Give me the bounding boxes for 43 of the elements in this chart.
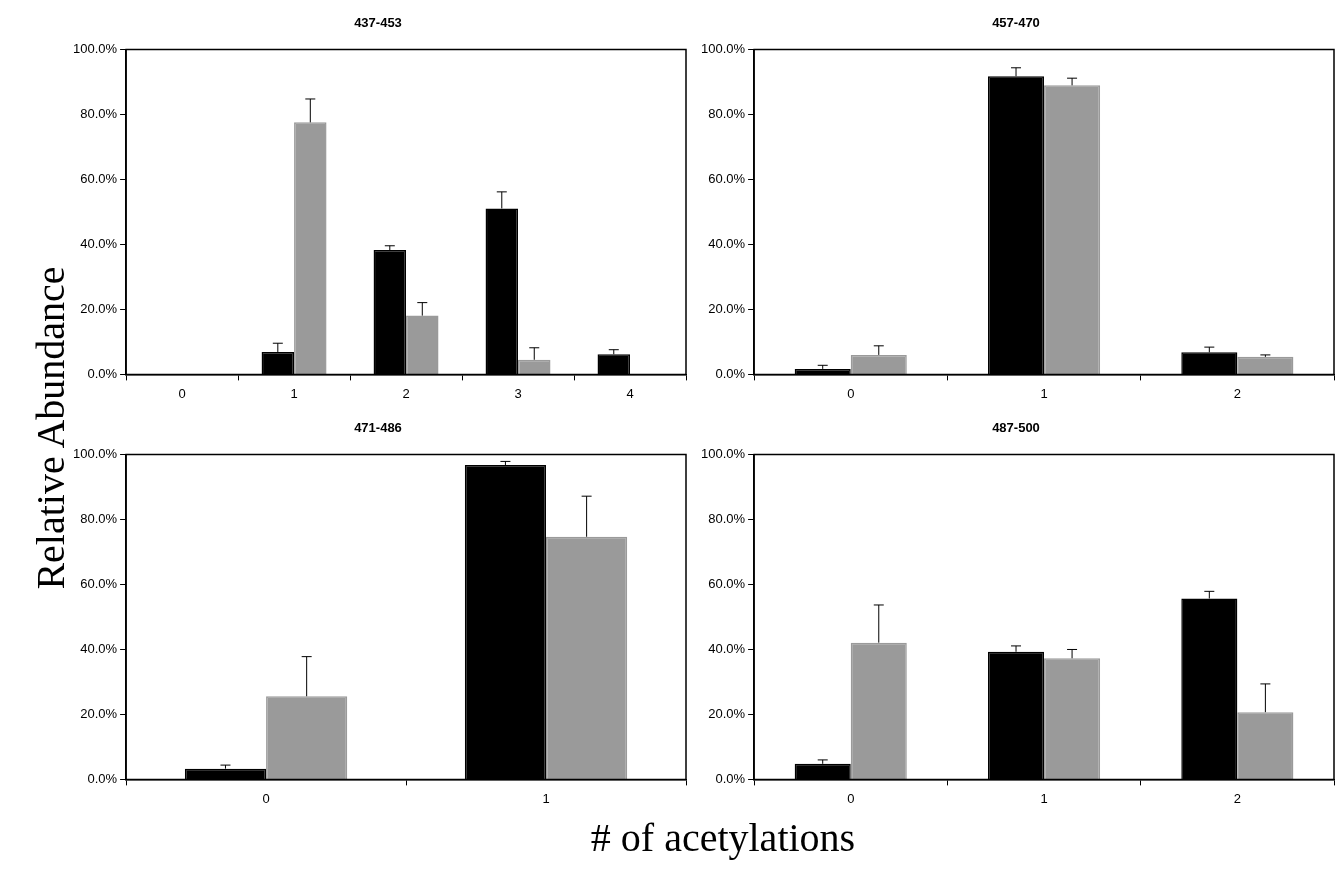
x-tick-label: 2 [402, 385, 410, 401]
y-tick-label: 20.0% [708, 706, 746, 722]
y-tick-label: 100.0% [701, 446, 746, 462]
y-tick-label: 0.0% [87, 770, 118, 786]
y-tick-label: 0.0% [715, 365, 746, 381]
chart-title: 457-470 [992, 15, 1040, 31]
y-tick-label: 100.0% [701, 41, 746, 57]
x-tick-label: 4 [626, 385, 634, 401]
y-tick-label: 80.0% [708, 106, 746, 122]
x-tick-label: 3 [514, 385, 522, 401]
y-tick-label: 40.0% [708, 236, 746, 252]
chart-title: 487-500 [992, 420, 1040, 436]
y-tick-label: 60.0% [80, 576, 118, 592]
y-axis-title: Relative Abundance [26, 266, 74, 590]
x-tick-label: 0 [847, 385, 855, 401]
y-tick-label: 80.0% [708, 511, 746, 527]
y-tick-label: 60.0% [80, 171, 118, 187]
x-tick-label: 1 [1040, 790, 1048, 806]
y-tick-label: 20.0% [708, 301, 746, 317]
x-axis-title: # of acetylations [589, 814, 857, 861]
y-tick-label: 100.0% [73, 41, 118, 57]
y-tick-label: 20.0% [80, 301, 118, 317]
chart-title: 437-453 [354, 15, 402, 31]
y-tick-label: 100.0% [73, 446, 118, 462]
y-tick-label: 0.0% [715, 770, 746, 786]
y-tick-label: 40.0% [708, 641, 746, 657]
x-tick-label: 1 [290, 385, 298, 401]
y-tick-label: 40.0% [80, 236, 118, 252]
y-tick-label: 80.0% [80, 511, 118, 527]
x-tick-label: 2 [1233, 790, 1241, 806]
y-tick-label: 60.0% [708, 576, 746, 592]
y-tick-label: 40.0% [80, 641, 118, 657]
y-tick-label: 60.0% [708, 171, 746, 187]
chart-title: 471-486 [354, 420, 402, 436]
x-tick-label: 0 [847, 790, 855, 806]
x-tick-label: 0 [178, 385, 186, 401]
y-tick-label: 0.0% [87, 365, 118, 381]
x-tick-label: 2 [1233, 385, 1241, 401]
x-tick-label: 1 [1040, 385, 1048, 401]
x-tick-label: 1 [542, 790, 550, 806]
y-tick-label: 20.0% [80, 706, 118, 722]
x-tick-label: 0 [262, 790, 270, 806]
y-tick-label: 80.0% [80, 106, 118, 122]
